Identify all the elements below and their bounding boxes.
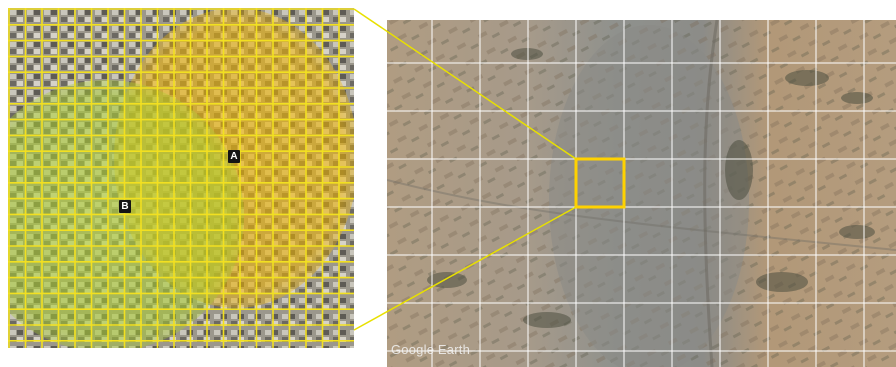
road [703, 20, 719, 367]
google-earth-watermark: Google Earth [391, 342, 471, 357]
marker-b: B [119, 200, 131, 213]
zoomed-grid-view: A B [8, 8, 354, 348]
satellite-overview: Google Earth [387, 20, 896, 367]
zoomed-map-canvas [8, 8, 354, 348]
urban-area [549, 25, 749, 367]
satellite-map-canvas [387, 20, 896, 367]
zoomed-grid-lines [8, 8, 354, 348]
selected-grid-cell [574, 157, 626, 209]
marker-a: A [228, 150, 240, 163]
